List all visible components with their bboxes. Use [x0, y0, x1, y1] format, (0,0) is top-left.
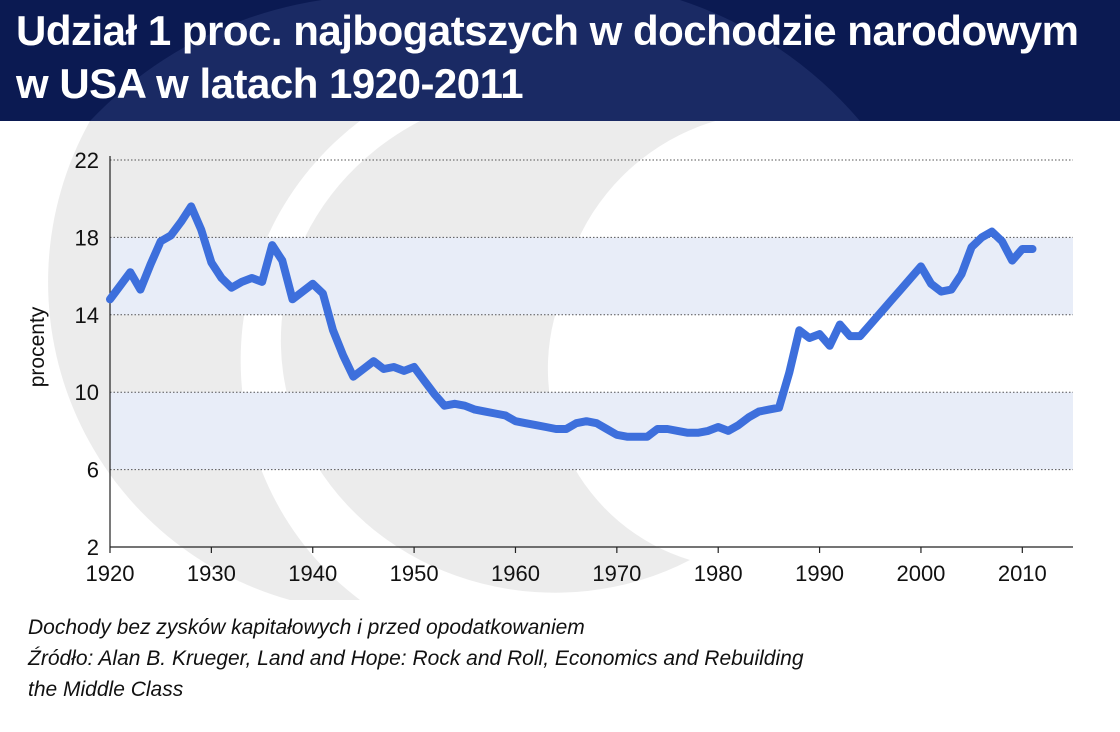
- gridlines: [110, 159, 1073, 471]
- y-tick-label: 18: [75, 225, 99, 250]
- y-axis-ticks: 2 6 10 14 18 22: [75, 148, 99, 560]
- shaded-bands: [110, 237, 1073, 470]
- x-tick-label: 1970: [592, 561, 641, 586]
- x-tick-label: 1940: [288, 561, 337, 586]
- series-group: [106, 202, 1037, 441]
- x-tick-label: 2000: [896, 561, 945, 586]
- x-tick-label: 1950: [390, 561, 439, 586]
- y-tick-label: 2: [87, 535, 99, 560]
- y-tick-label: 10: [75, 380, 99, 405]
- y-axis-label: procenty: [26, 306, 49, 387]
- shaded-band: [110, 392, 1073, 470]
- watermark-logo-top: [90, 0, 860, 121]
- title-line-2: w USA w latach 1920-2011: [16, 60, 524, 107]
- note-line-3: the Middle Class: [28, 678, 184, 701]
- title-line-1: Udział 1 proc. najbogatszych w dochodzie…: [16, 7, 1079, 54]
- x-tick-label: 1960: [491, 561, 540, 586]
- watermark-logo: [48, 121, 840, 600]
- series-line: [106, 202, 1037, 441]
- y-tick-label: 6: [87, 458, 99, 483]
- x-axis-ticks: 1920 1930 1940 1950 1960 1970 1980 1990 2000 2010: [86, 547, 1047, 586]
- x-tick-label: 1930: [187, 561, 236, 586]
- page-title: Udział 1 proc. najbogatszych w dochodzie…: [16, 4, 1079, 110]
- chart-notes: Dochody bez zysków kapitałowych i przed …: [28, 612, 804, 705]
- x-tick-label: 1980: [694, 561, 743, 586]
- y-tick-label: 22: [75, 148, 99, 173]
- header-banner: Udział 1 proc. najbogatszych w dochodzie…: [0, 0, 1120, 121]
- note-line-1: Dochody bez zysków kapitałowych i przed …: [28, 616, 585, 639]
- y-tick-label: 14: [75, 303, 99, 328]
- x-tick-label: 1990: [795, 561, 844, 586]
- x-tick-label: 2010: [998, 561, 1047, 586]
- x-tick-label: 1920: [86, 561, 135, 586]
- note-line-2: Źródło: Alan B. Krueger, Land and Hope: …: [28, 647, 804, 670]
- axes: [109, 156, 1073, 548]
